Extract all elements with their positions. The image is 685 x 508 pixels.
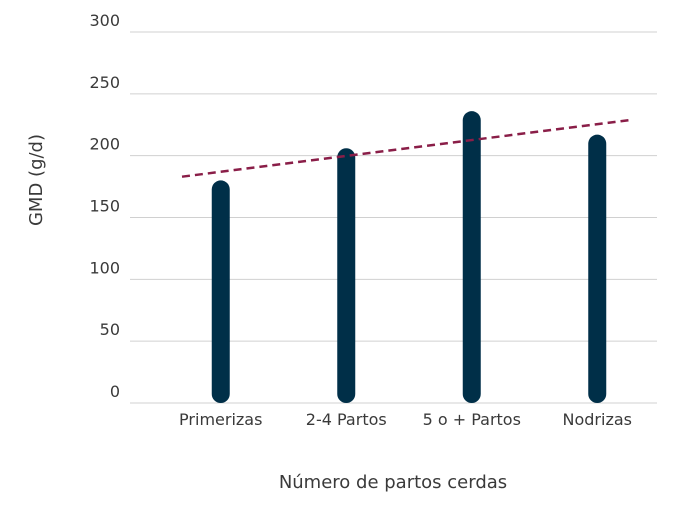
x-tick-labels: Primerizas 2-4 Partos 5 o + Partos Nodrizas [179,410,632,429]
x-axis-title: Número de partos cerdas [279,472,507,493]
y-tick-label: 300 [89,11,120,30]
bar-2-4-partos [337,148,356,403]
trendline [181,118,633,178]
trendline-group [181,118,633,178]
y-tick-label: 250 [89,73,120,92]
x-tick-label: Nodrizas [563,410,632,429]
y-axis-title: GMD (g/d) [26,134,47,226]
y-tick-label: 150 [89,197,120,216]
y-tick-labels: 0 50 100 150 200 250 300 [89,11,120,401]
x-tick-label: Primerizas [179,410,262,429]
bar-5-o-partos [462,111,481,403]
bar-primerizas [211,180,230,403]
y-tick-label: 200 [89,135,120,154]
y-tick-label: 0 [110,382,120,401]
bars [211,111,607,404]
x-tick-label: 2-4 Partos [306,410,387,429]
y-tick-label: 100 [89,258,120,277]
bar-nodrizas [588,134,607,404]
x-tick-label: 5 o + Partos [423,410,521,429]
y-tick-label: 50 [100,320,120,339]
gridlines [130,31,657,404]
